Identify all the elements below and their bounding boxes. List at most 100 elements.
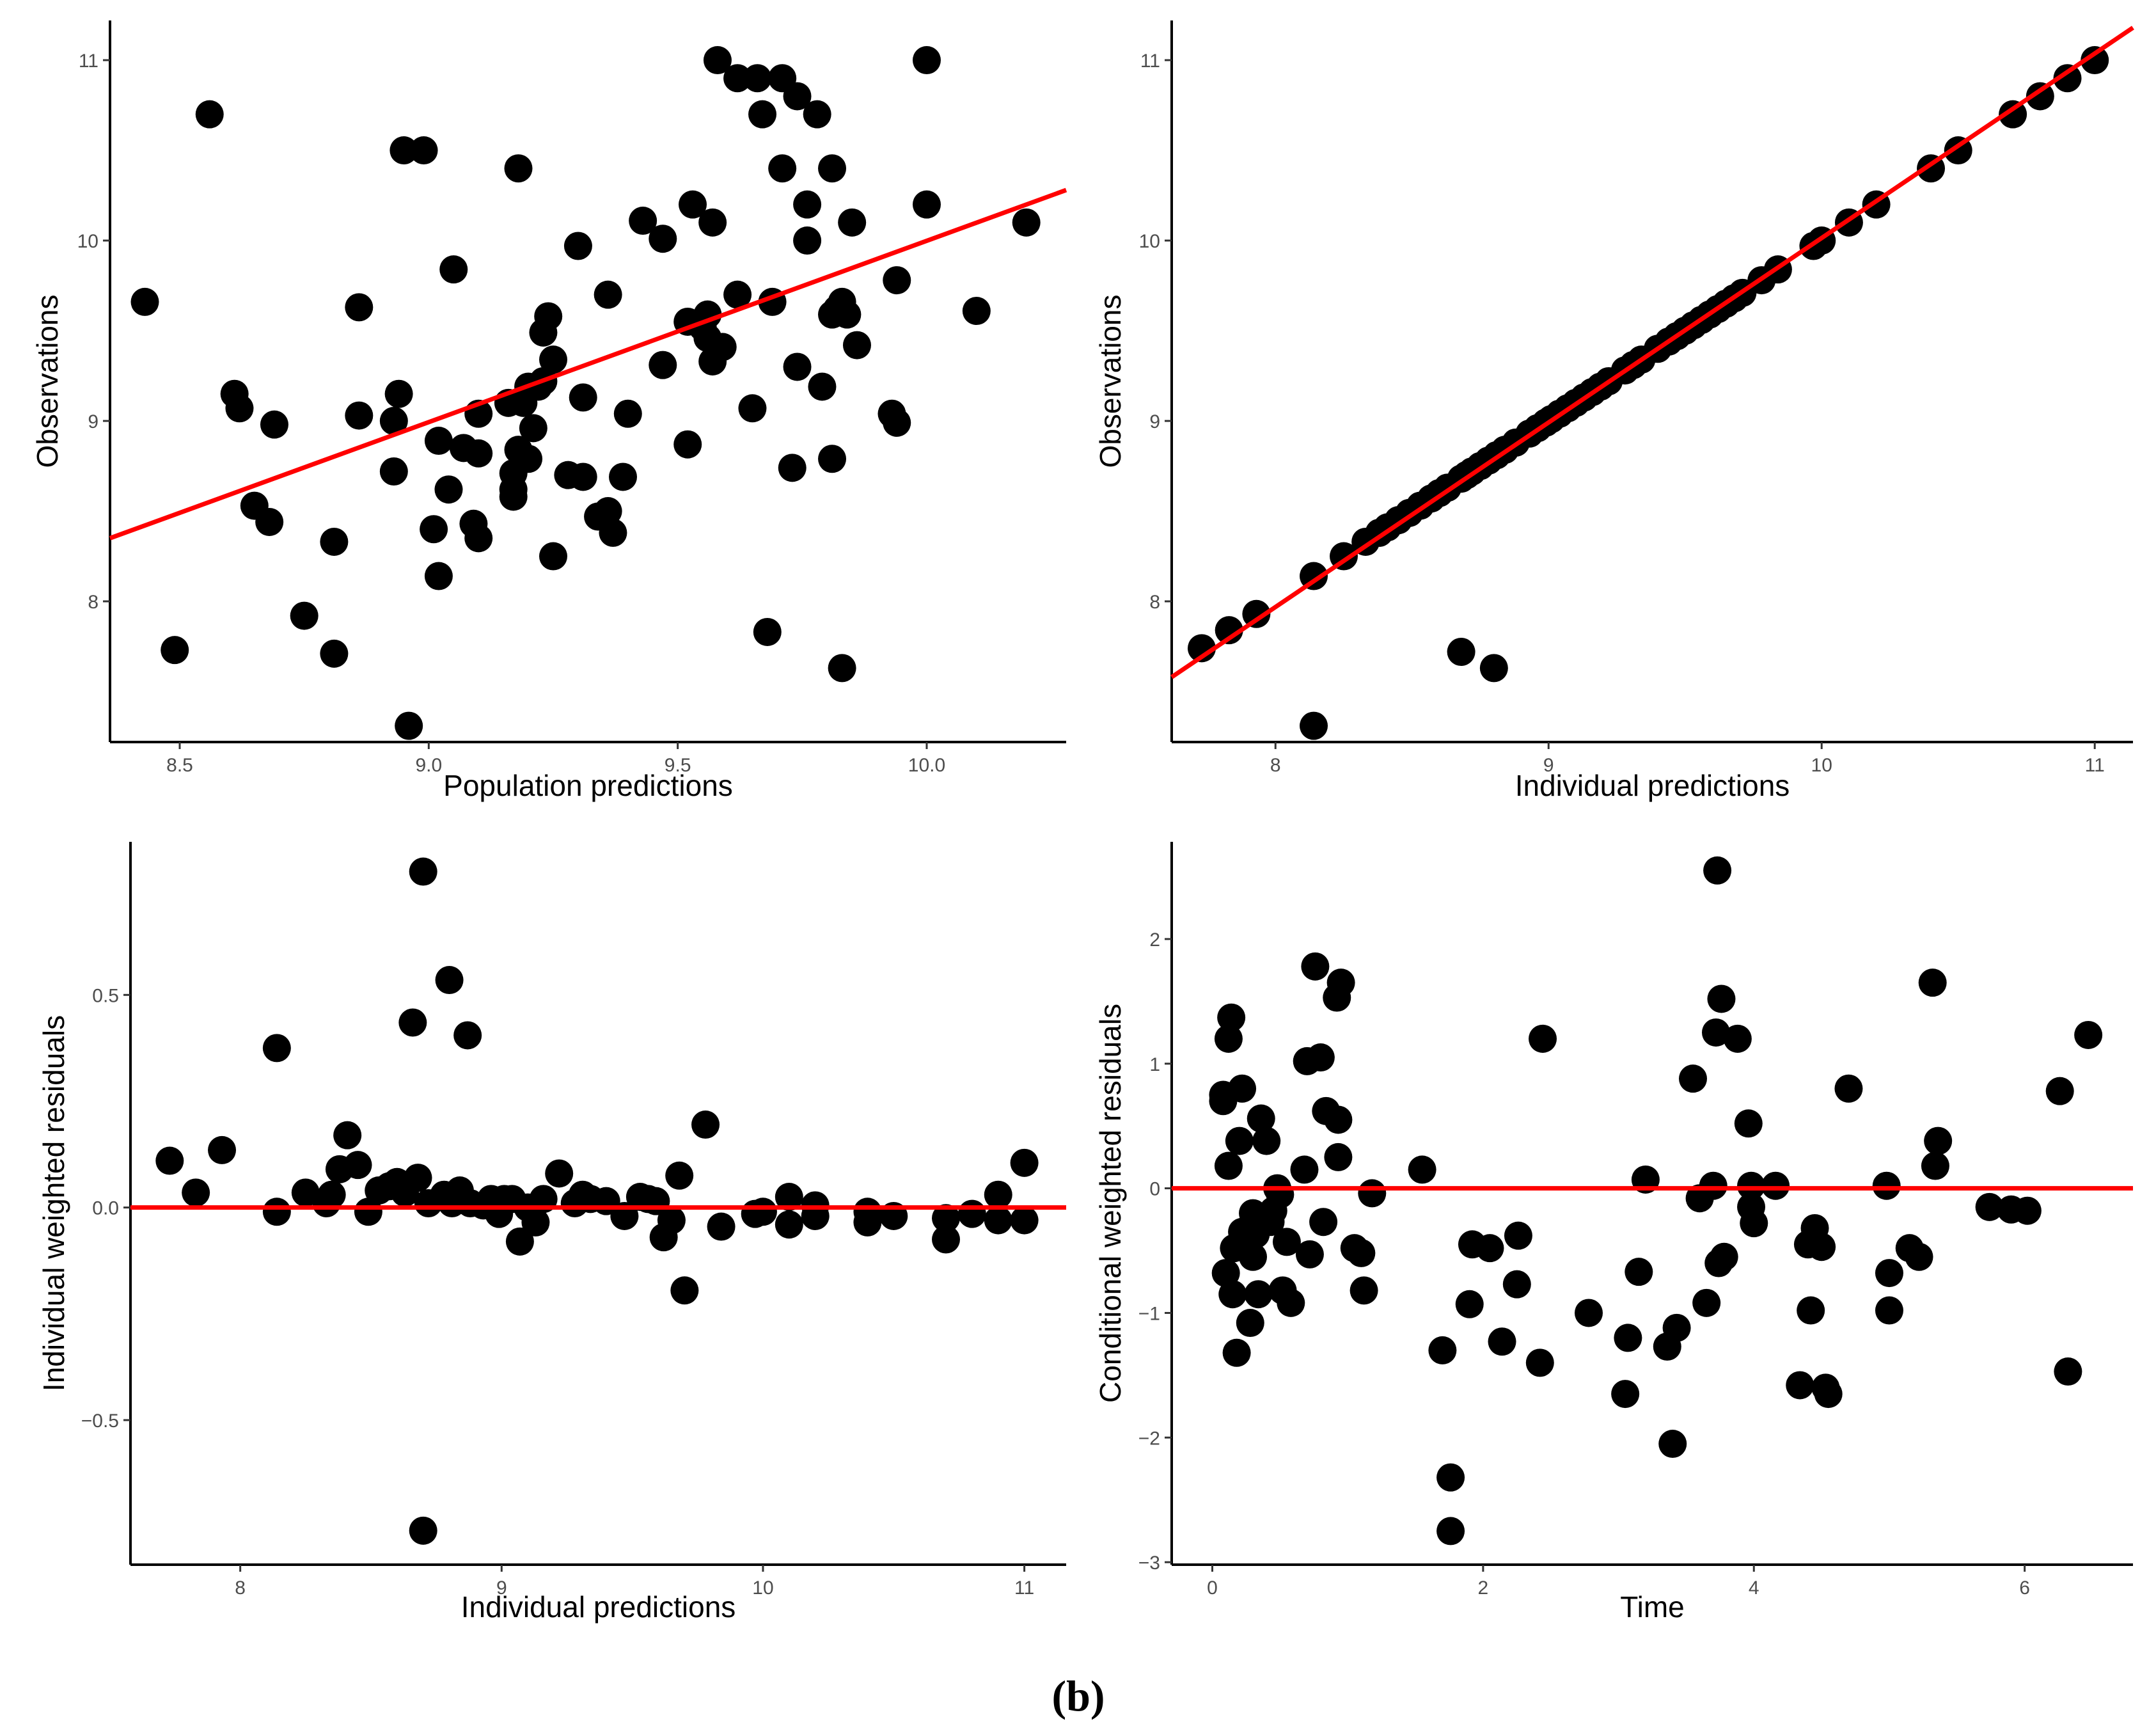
panel-1-x-tick-label: 8.5 xyxy=(166,755,193,776)
panel-1-data-point xyxy=(225,394,254,423)
panel-4-x-tick-label: 6 xyxy=(2019,1577,2030,1599)
panel-4-data-point xyxy=(1252,1126,1281,1155)
panel-3-x-tick-label: 9 xyxy=(496,1577,507,1599)
panel-2-y-tick-label: 8 xyxy=(1149,592,1160,613)
panel-4-y-tick-label: 0 xyxy=(1149,1179,1160,1200)
panel-pred-vs-obs-population: 8.5 9.0 9.5 10.0 8 9 10 11 Population prediction… xyxy=(31,20,1067,802)
panel-1-data-point xyxy=(384,379,413,408)
panel-1-x-tick-label: 9.5 xyxy=(665,755,691,776)
panel-4-data-point xyxy=(1222,1338,1251,1367)
panel-3-data-point xyxy=(343,1151,372,1180)
panel-2-data-point xyxy=(1479,654,1508,683)
panel-1-data-point xyxy=(569,383,597,412)
panel-2-data-point xyxy=(1999,100,2027,129)
panel-3-data-point xyxy=(932,1204,961,1233)
panel-4-data-point xyxy=(1921,1151,1949,1180)
panel-1-data-point xyxy=(389,136,418,165)
panel-3-data-point xyxy=(1010,1206,1039,1235)
panel-4-data-point xyxy=(1228,1074,1257,1103)
panel-4-data-point xyxy=(1455,1290,1484,1318)
panel-1-data-point xyxy=(439,255,468,284)
panel-4-data-point xyxy=(1211,1259,1240,1288)
panel-2-y-tick-label: 9 xyxy=(1149,411,1160,432)
panel-3-data-point xyxy=(409,1516,437,1545)
panel-3-data-point xyxy=(707,1212,736,1241)
panel-3-y-axis-title: Individual weighted residuals xyxy=(37,1015,70,1391)
panel-1-data-point xyxy=(818,445,847,473)
panel-2-data-point xyxy=(1187,634,1216,663)
panel-4-data-point xyxy=(2013,1196,2042,1225)
panel-1-data-point xyxy=(833,300,862,329)
panel-4-data-point xyxy=(1295,1240,1324,1269)
panel-4-data-point xyxy=(1214,1151,1243,1180)
panel-4-data-point xyxy=(1247,1104,1275,1133)
panel-4-data-point xyxy=(1272,1228,1301,1256)
panel-4-data-point xyxy=(1324,1142,1353,1171)
panel-3-data-point xyxy=(1010,1148,1039,1177)
panel-1-data-point xyxy=(912,190,941,219)
panel-4-data-point xyxy=(1625,1258,1653,1286)
panel-1-data-point xyxy=(962,297,991,326)
panel-1-data-point xyxy=(723,280,752,309)
panel-3-data-point xyxy=(354,1197,382,1226)
panel-1-data-point xyxy=(379,457,408,486)
panel-4-data-point xyxy=(1699,1171,1727,1200)
panel-4-y-axis-title: Conditional weighted residuals xyxy=(1094,1004,1127,1403)
panel-1-data-point xyxy=(778,454,807,482)
panel-4-data-point xyxy=(1814,1380,1843,1409)
panel-4-data-point xyxy=(1217,1003,1246,1032)
panel-1-y-tick-label: 10 xyxy=(77,231,98,252)
panel-2-x-tick-label: 9 xyxy=(1543,755,1554,776)
panel-1-data-point xyxy=(783,352,812,381)
panel-1-data-point xyxy=(753,617,782,646)
panel-4-points xyxy=(1209,856,2103,1545)
panel-1-data-point xyxy=(424,427,453,455)
panel-4-x-tick-label: 4 xyxy=(1749,1577,1759,1599)
panel-1-data-point xyxy=(320,639,349,668)
panel-1-data-point xyxy=(803,100,831,129)
panel-4-data-point xyxy=(1218,1280,1247,1309)
panel-1-data-point xyxy=(783,82,812,111)
panel-iwres-vs-ipred: 8 9 10 11 −0.5 0.0 0.5 Individual predictions In… xyxy=(37,842,1066,1624)
panel-4-data-point xyxy=(1290,1155,1319,1184)
panel-4-data-point xyxy=(1924,1126,1953,1155)
panel-4-data-point xyxy=(1723,1024,1752,1053)
panel-1-data-point xyxy=(594,280,622,309)
panel-4-data-point xyxy=(1679,1064,1708,1093)
panel-3-data-point xyxy=(453,1021,482,1050)
panel-4-y-tick-label: −3 xyxy=(1138,1553,1160,1574)
panel-3-data-point xyxy=(182,1178,210,1207)
panel-1-data-point xyxy=(649,225,677,253)
panel-1-data-point xyxy=(464,439,493,468)
panel-1-data-point xyxy=(255,507,284,536)
panel-1-reference-line xyxy=(109,187,1067,541)
panel-2-data-point xyxy=(2026,82,2054,111)
panel-4-data-point xyxy=(1710,1242,1738,1271)
panel-2-y-tick-label: 10 xyxy=(1139,231,1160,252)
panel-1-data-point xyxy=(395,711,423,740)
panel-3-data-point xyxy=(435,966,464,995)
panel-4-data-point xyxy=(1797,1296,1825,1325)
panel-1-data-point xyxy=(673,430,702,459)
panel-1-data-point xyxy=(260,410,288,439)
panel-1-data-point xyxy=(345,293,374,322)
panel-3-data-point xyxy=(691,1111,720,1139)
panel-4-data-point xyxy=(1975,1192,2004,1221)
panel-4-y-tick-label: −1 xyxy=(1138,1303,1160,1324)
panel-3-points xyxy=(155,857,1039,1545)
panel-4-data-point xyxy=(1277,1288,1305,1317)
panel-1-data-point xyxy=(768,154,797,183)
panel-4-data-point xyxy=(1611,1380,1640,1409)
panel-1-data-point xyxy=(703,46,732,75)
panel-4-y-tick-label: 2 xyxy=(1149,929,1160,951)
panel-4-data-point xyxy=(1662,1313,1691,1342)
panel-1-points xyxy=(130,46,1041,740)
panel-1-y-tick-label: 11 xyxy=(79,51,98,72)
panel-3-x-axis-title: Individual predictions xyxy=(461,1590,736,1624)
panel-1-data-point xyxy=(161,636,189,665)
panel-3-data-point xyxy=(984,1206,1012,1235)
panel-2-data-point xyxy=(1215,616,1243,645)
panel-1-data-point xyxy=(539,542,567,571)
panel-4-data-point xyxy=(1488,1327,1516,1356)
panel-3-data-point xyxy=(932,1225,961,1254)
